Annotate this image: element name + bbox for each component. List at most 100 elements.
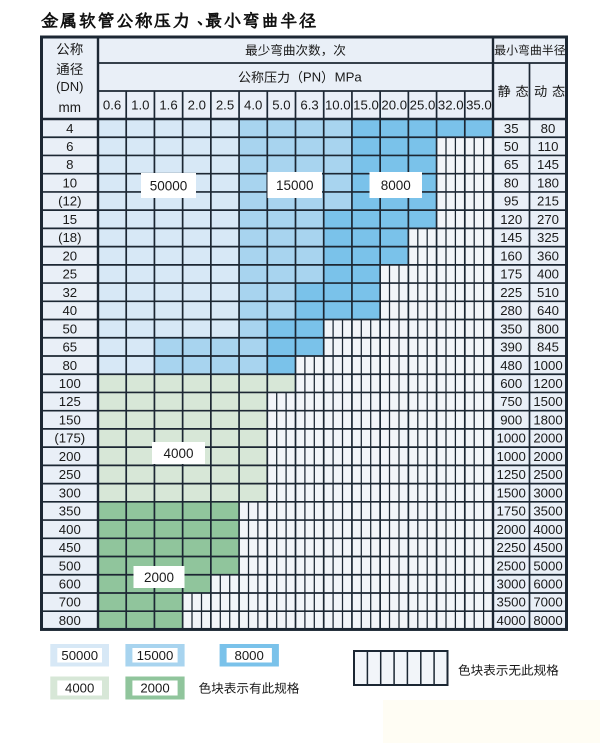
svg-text:65: 65 [504,157,519,172]
svg-text:6: 6 [66,139,73,154]
svg-text:180: 180 [537,176,559,191]
svg-text:(175): (175) [54,431,85,446]
svg-text:125: 125 [59,394,81,409]
svg-text:2000: 2000 [497,522,526,537]
svg-text:65: 65 [62,340,77,355]
svg-text:20.0: 20.0 [381,98,407,113]
svg-text:145: 145 [537,157,559,172]
svg-text:145: 145 [500,230,522,245]
svg-text:1000: 1000 [497,431,526,446]
svg-text:110: 110 [537,139,558,154]
svg-text:4500: 4500 [533,540,562,555]
svg-text:225: 225 [500,285,522,300]
svg-text:4000: 4000 [163,446,193,461]
svg-text:PN: PN [303,70,321,85]
svg-text:3500: 3500 [497,595,526,610]
svg-text:15: 15 [62,212,77,227]
svg-text:175: 175 [500,267,522,282]
svg-text:10.0: 10.0 [325,98,351,113]
svg-text:2000: 2000 [144,570,174,585]
svg-text:35: 35 [504,121,519,136]
svg-text:200: 200 [59,449,81,464]
svg-text:80: 80 [504,176,519,191]
svg-text:20: 20 [62,248,77,263]
svg-text:25.0: 25.0 [410,98,436,113]
svg-text:2.0: 2.0 [188,98,206,113]
svg-text:4000: 4000 [65,681,94,696]
svg-text:160: 160 [500,248,522,263]
svg-text:6.3: 6.3 [300,98,318,113]
svg-text:1750: 1750 [497,504,526,519]
svg-text:5.0: 5.0 [272,98,290,113]
svg-text:8: 8 [66,157,73,172]
svg-text:40: 40 [62,303,77,318]
svg-text:1500: 1500 [533,394,562,409]
svg-text:750: 750 [500,394,522,409]
svg-text:7000: 7000 [533,595,562,610]
svg-text:4: 4 [66,121,73,136]
svg-text:845: 845 [537,340,559,355]
svg-text:900: 900 [500,412,522,427]
svg-text:8000: 8000 [381,178,411,193]
svg-text:5000: 5000 [533,558,562,573]
svg-text:600: 600 [500,376,522,391]
svg-text:35.0: 35.0 [466,98,492,113]
svg-text:2.5: 2.5 [216,98,234,113]
svg-text:2000: 2000 [533,449,562,464]
svg-text:500: 500 [59,558,81,573]
svg-text:MPa: MPa [335,70,363,85]
svg-text:325: 325 [537,230,559,245]
svg-text:800: 800 [537,321,559,336]
svg-text:3500: 3500 [533,504,562,519]
svg-text:(DN): (DN) [56,79,83,94]
svg-text:300: 300 [59,485,81,500]
svg-text:1.6: 1.6 [159,98,177,113]
svg-text:1200: 1200 [533,376,562,391]
svg-text:50: 50 [504,139,519,154]
svg-text:mm: mm [59,100,82,115]
svg-text:15.0: 15.0 [353,98,379,113]
svg-text:450: 450 [59,540,81,555]
svg-text:400: 400 [537,267,559,282]
svg-text:8000: 8000 [235,648,264,663]
svg-text:10: 10 [62,176,77,191]
svg-text:1250: 1250 [497,467,526,482]
svg-text:150: 150 [59,412,81,427]
svg-text:1800: 1800 [533,412,562,427]
svg-text:1000: 1000 [497,449,526,464]
svg-text:50000: 50000 [150,178,188,193]
svg-text:3000: 3000 [533,485,562,500]
svg-text:1000: 1000 [533,358,562,373]
svg-text:1500: 1500 [497,485,526,500]
svg-text:1.0: 1.0 [131,98,149,113]
svg-text:15000: 15000 [137,648,174,663]
svg-text:50: 50 [62,321,77,336]
svg-text:2000: 2000 [140,681,169,696]
svg-text:215: 215 [537,194,559,209]
svg-text:95: 95 [504,194,519,209]
svg-text:2250: 2250 [497,540,526,555]
svg-text:50000: 50000 [61,648,98,663]
svg-text:100: 100 [59,376,81,391]
svg-text:32.0: 32.0 [438,98,464,113]
svg-text:2500: 2500 [533,467,562,482]
svg-text:640: 640 [537,303,559,318]
svg-text:280: 280 [500,303,522,318]
svg-text:3000: 3000 [497,577,526,592]
svg-text:4000: 4000 [497,613,526,628]
svg-text:600: 600 [59,577,81,592]
svg-text:390: 390 [500,340,522,355]
svg-text:700: 700 [59,595,81,610]
svg-text:80: 80 [541,121,556,136]
svg-text:250: 250 [59,467,81,482]
svg-text:(18): (18) [58,230,81,245]
svg-text:80: 80 [62,358,77,373]
svg-text:8000: 8000 [533,613,562,628]
svg-text:2000: 2000 [533,431,562,446]
svg-text:120: 120 [500,212,522,227]
svg-text:480: 480 [500,358,522,373]
svg-text:4.0: 4.0 [244,98,262,113]
svg-text:350: 350 [59,504,81,519]
svg-text:4000: 4000 [533,522,562,537]
svg-text:270: 270 [537,212,559,227]
